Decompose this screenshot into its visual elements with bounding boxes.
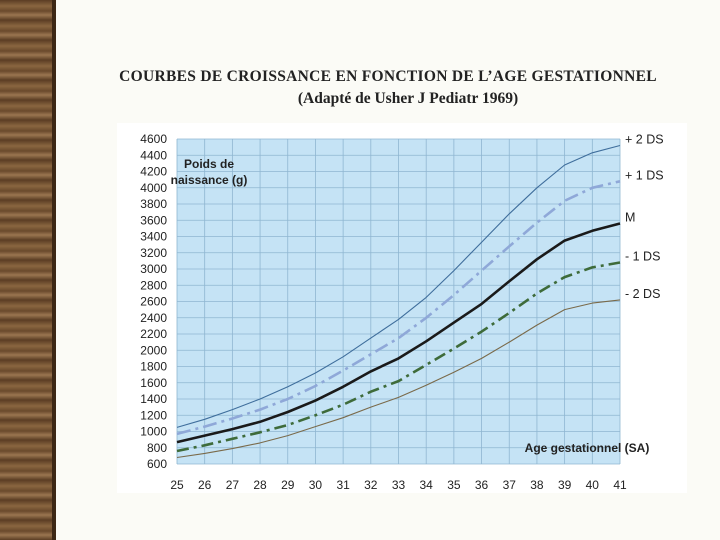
y-tick-label: 2000 [140, 343, 167, 357]
y-tick-label: 3800 [140, 197, 167, 211]
x-tick-labels: 25 26 27 28 29 30 31 32 33 34 35 36 37 38 39 40 41 [170, 478, 627, 492]
x-tick-label: 26 [198, 478, 212, 492]
series-layer [176, 144, 621, 459]
x-axis-label: Age gestationnel (SA) [525, 441, 650, 455]
x-tick-label: 35 [447, 478, 461, 492]
y-tick-label: 3200 [140, 246, 167, 260]
y-tick-label: 600 [147, 457, 167, 471]
y-tick-labels: 600 800 1000 1200 1400 1600 1800 2000 2200 2400 26… [140, 132, 167, 471]
series-label-median: M [625, 211, 635, 225]
x-tick-label: 38 [530, 478, 544, 492]
series-label-plus2: + 2 DS [625, 133, 664, 147]
y-tick-label: 4200 [140, 165, 167, 179]
series-label-plus1: + 1 DS [625, 168, 664, 182]
y-tick-label: 2800 [140, 278, 167, 292]
series-line-minus1 [176, 261, 621, 453]
y-tick-label: 1400 [140, 392, 167, 406]
y-tick-label: 3600 [140, 213, 167, 227]
y-tick-label: 1800 [140, 360, 167, 374]
x-tick-label: 34 [420, 478, 434, 492]
x-tick-label: 27 [226, 478, 240, 492]
y-tick-label: 1200 [140, 408, 167, 422]
series-line-plus1 [176, 180, 621, 436]
y-tick-label: 1000 [140, 425, 167, 439]
x-tick-label: 37 [503, 478, 517, 492]
x-tick-label: 36 [475, 478, 489, 492]
y-tick-label: 3000 [140, 262, 167, 276]
y-tick-label: 4400 [140, 148, 167, 162]
y-tick-label: 1600 [140, 376, 167, 390]
y-tick-label: 4000 [140, 181, 167, 195]
series-line-minus2 [176, 299, 621, 459]
series-line-median [176, 222, 621, 444]
y-tick-label: 2200 [140, 327, 167, 341]
chart-container: 600 800 1000 1200 1400 1600 1800 2000 2200 2400 26… [117, 123, 687, 493]
x-tick-label: 32 [364, 478, 378, 492]
y-tick-label: 3400 [140, 230, 167, 244]
slide-title: COURBES DE CROISSANCE EN FONCTION DE L’A… [119, 68, 657, 85]
series-line-plus2 [176, 144, 621, 428]
y-tick-label: 2400 [140, 311, 167, 325]
y-tick-label: 800 [147, 441, 167, 455]
slide-decoration-divider [52, 0, 56, 540]
growth-chart: 600 800 1000 1200 1400 1600 1800 2000 2200 2400 26… [140, 132, 664, 492]
grid-lines [176, 138, 621, 465]
y-tick-label: 2600 [140, 295, 167, 309]
series-label-minus2: - 2 DS [625, 287, 660, 301]
x-tick-label: 28 [253, 478, 267, 492]
series-label-minus1: - 1 DS [625, 250, 660, 264]
slide-subtitle: (Adapté de Usher J Pediatr 1969) [297, 90, 519, 107]
x-tick-label: 29 [281, 478, 295, 492]
x-tick-label: 40 [586, 478, 600, 492]
x-tick-label: 25 [170, 478, 184, 492]
slide-decoration-wood-strip [0, 0, 52, 540]
x-tick-label: 41 [613, 478, 627, 492]
y-tick-label: 4600 [140, 132, 167, 146]
y-axis-label-line2: naissance (g) [171, 173, 248, 187]
series-labels: + 2 DS + 1 DS M - 1 DS - 2 DS [625, 133, 664, 301]
x-tick-label: 33 [392, 478, 406, 492]
x-tick-label: 39 [558, 478, 572, 492]
y-axis-label-line1: Poids de [184, 157, 234, 171]
x-tick-label: 30 [309, 478, 323, 492]
slide: COURBES DE CROISSANCE EN FONCTION DE L’A… [56, 0, 720, 540]
x-tick-label: 31 [336, 478, 350, 492]
